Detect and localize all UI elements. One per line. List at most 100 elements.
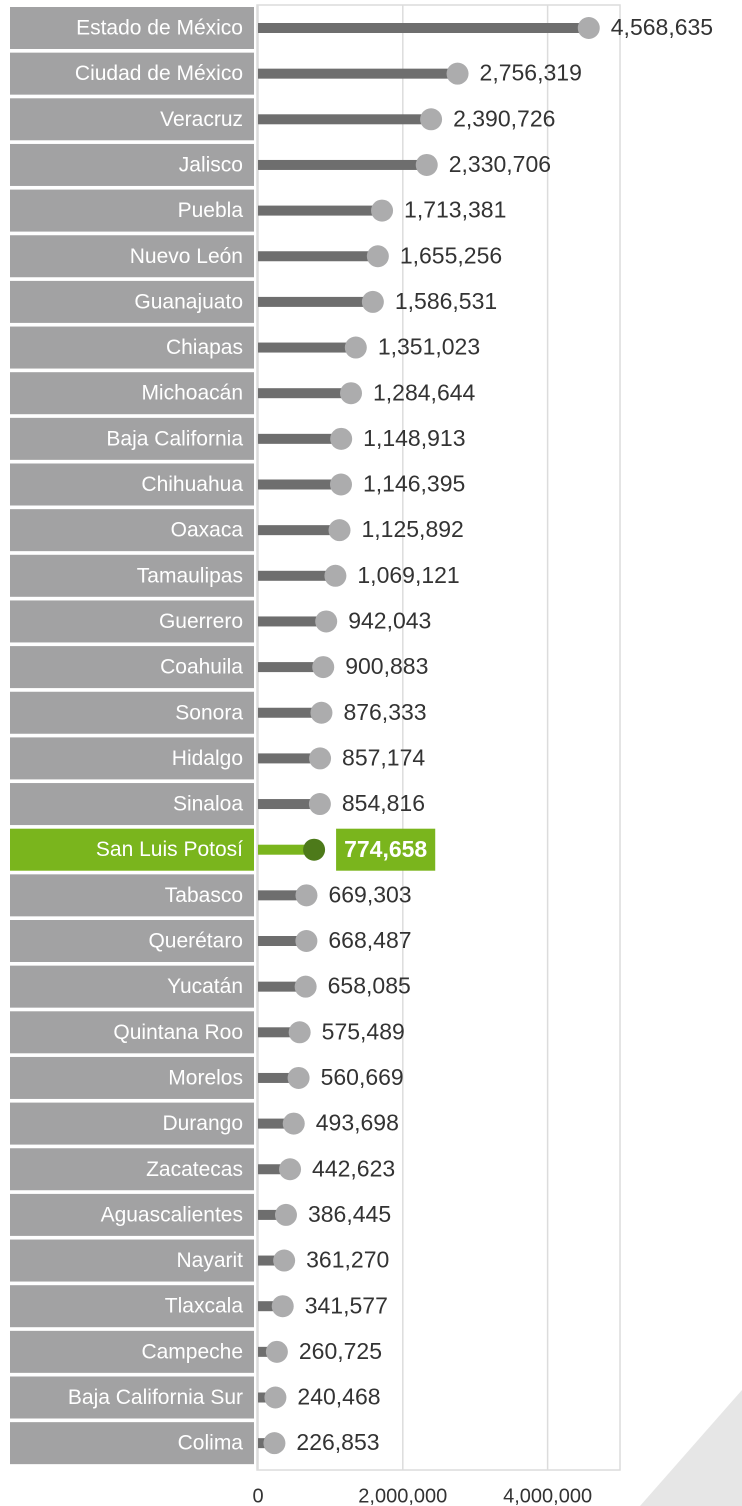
category-label: Aguascalientes (101, 1203, 243, 1226)
bar (258, 159, 427, 170)
label-box (10, 874, 254, 917)
category-label: Zacatecas (146, 1158, 243, 1181)
value-label: 942,043 (348, 608, 431, 634)
value-label: 857,174 (342, 744, 425, 770)
category-label: Baja California (106, 427, 243, 450)
label-box (10, 1056, 254, 1099)
value-label: 1,655,256 (400, 242, 502, 268)
category-label: Querétaro (148, 930, 243, 953)
value-label: 2,390,726 (453, 105, 555, 131)
label-box (10, 509, 254, 552)
bar (258, 799, 320, 810)
bar (258, 479, 341, 490)
bar (258, 342, 356, 353)
category-label: Jalisco (179, 153, 243, 176)
dot (294, 975, 317, 998)
dot (282, 1112, 305, 1135)
value-label: 560,669 (321, 1064, 404, 1090)
category-label: Estado de México (76, 17, 243, 40)
value-label: 361,270 (306, 1247, 389, 1273)
dot (371, 199, 394, 222)
label-box (10, 646, 254, 689)
bar (258, 1209, 286, 1220)
dot (263, 1432, 286, 1455)
dot (273, 1249, 296, 1272)
value-label: 1,125,892 (362, 516, 464, 542)
dot (329, 473, 352, 496)
dot (361, 290, 384, 313)
bar (258, 707, 322, 718)
label-box (10, 7, 254, 49)
dot (315, 610, 338, 633)
bar (258, 1164, 291, 1175)
bar (258, 388, 352, 399)
plot-frame (256, 4, 621, 1471)
value-label: 260,725 (299, 1338, 382, 1364)
dot (303, 838, 326, 861)
value-label: 854,816 (342, 790, 425, 816)
dot (330, 427, 353, 450)
bar (258, 570, 336, 581)
bar (258, 251, 378, 262)
bar (258, 23, 589, 33)
category-label: Veracruz (160, 108, 243, 131)
value-label: 1,148,913 (363, 425, 465, 451)
label-box (10, 280, 254, 323)
dot (279, 1158, 302, 1181)
value-label: 1,146,395 (363, 471, 465, 497)
dot (366, 245, 389, 268)
x-tick-label: 0 (252, 1485, 263, 1506)
category-label: Chiapas (166, 336, 243, 359)
value-label: 1,586,531 (395, 288, 497, 314)
dot (577, 17, 600, 39)
dot (344, 336, 367, 359)
dot (324, 564, 347, 587)
bar (258, 1118, 294, 1129)
dot (274, 1203, 297, 1226)
dot (287, 1066, 310, 1089)
value-label: 240,468 (297, 1384, 380, 1410)
label-box (10, 1102, 254, 1145)
label-box (10, 417, 254, 460)
category-label: Chihuahua (141, 473, 243, 496)
label-box (10, 1148, 254, 1191)
label-box (10, 691, 254, 734)
value-label: 341,577 (305, 1292, 388, 1318)
value-label: 1,713,381 (404, 197, 506, 223)
value-label: 493,698 (316, 1110, 399, 1136)
dot (308, 793, 331, 816)
dot (309, 747, 332, 770)
label-box (10, 1193, 254, 1236)
dot (288, 1021, 311, 1044)
label-box (10, 1011, 254, 1054)
category-label: Hidalgo (172, 747, 243, 770)
bar (258, 1255, 285, 1266)
bar (258, 205, 383, 216)
label-box (10, 828, 254, 871)
label-box (10, 326, 254, 369)
value-label: 1,069,121 (357, 562, 459, 588)
value-label: 442,623 (312, 1155, 395, 1181)
bar (258, 662, 324, 673)
dot (310, 701, 333, 724)
label-box (10, 554, 254, 597)
label-box (10, 920, 254, 962)
bar (258, 1301, 283, 1312)
value-label: 876,333 (343, 699, 426, 725)
label-box (10, 1422, 254, 1465)
value-label: 575,489 (322, 1018, 405, 1044)
category-label: Tlaxcala (165, 1295, 244, 1318)
category-label: Oaxaca (171, 519, 244, 542)
dot (328, 519, 351, 542)
category-label: Tabasco (165, 884, 243, 907)
label-box (10, 52, 254, 95)
label-box (10, 783, 254, 826)
category-label: Guanajuato (134, 290, 243, 313)
dot (295, 884, 318, 907)
x-tick-label: 2,000,000 (358, 1485, 447, 1506)
category-label: Nayarit (176, 1249, 243, 1272)
dot (420, 108, 443, 131)
category-label: Durango (162, 1112, 243, 1135)
dot (265, 1340, 288, 1363)
